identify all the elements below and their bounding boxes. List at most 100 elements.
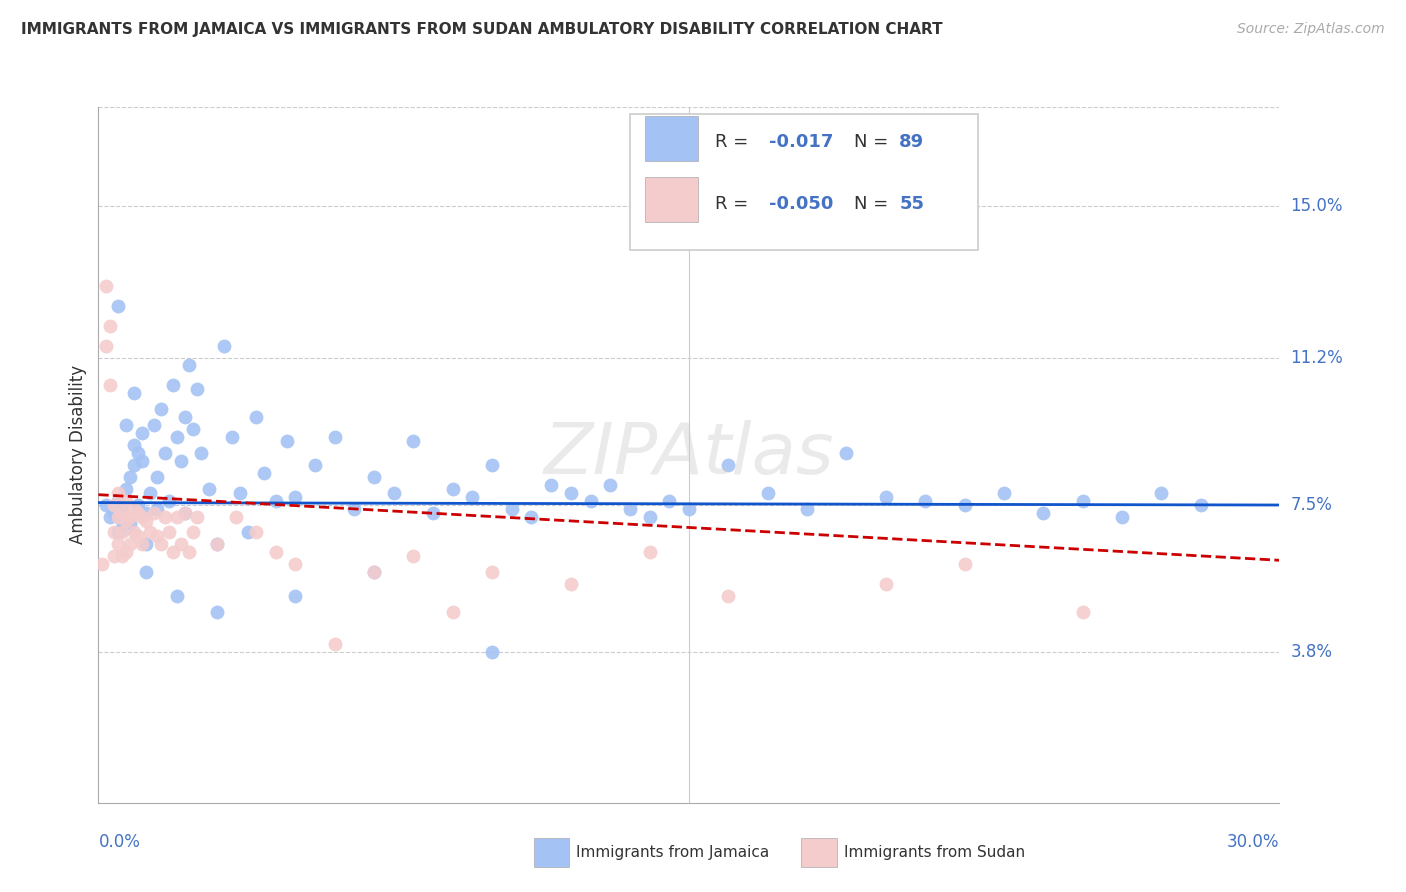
- Point: [953, 558, 976, 572]
- Point: [284, 490, 307, 504]
- Point: [599, 477, 621, 491]
- Text: N =: N =: [855, 133, 894, 151]
- Point: [402, 549, 425, 564]
- Point: [481, 645, 503, 659]
- Point: [135, 506, 157, 520]
- Point: [98, 378, 121, 392]
- Point: [323, 637, 346, 651]
- Point: [138, 485, 160, 500]
- Point: [166, 589, 188, 603]
- FancyBboxPatch shape: [645, 116, 699, 161]
- Point: [166, 430, 188, 444]
- Point: [122, 386, 145, 401]
- Point: [1111, 509, 1133, 524]
- Point: [177, 545, 200, 559]
- Point: [122, 525, 145, 540]
- Point: [103, 549, 125, 564]
- Point: [103, 525, 125, 540]
- Point: [96, 338, 118, 352]
- Point: [363, 565, 385, 579]
- Point: [284, 589, 307, 603]
- Point: [953, 498, 976, 512]
- Point: [560, 577, 582, 591]
- Point: [103, 498, 125, 512]
- Point: [115, 493, 138, 508]
- Point: [107, 525, 129, 540]
- Point: [118, 509, 141, 524]
- Point: [174, 506, 197, 520]
- Text: 11.2%: 11.2%: [1291, 349, 1343, 367]
- Point: [155, 446, 177, 460]
- Point: [276, 434, 298, 448]
- Point: [229, 485, 252, 500]
- Point: [91, 558, 114, 572]
- Point: [245, 525, 267, 540]
- Point: [441, 605, 464, 619]
- Point: [540, 477, 562, 491]
- Y-axis label: Ambulatory Disability: Ambulatory Disability: [69, 366, 87, 544]
- Point: [150, 537, 173, 551]
- Point: [135, 514, 157, 528]
- Point: [1071, 605, 1094, 619]
- Text: ZIPAtlas: ZIPAtlas: [544, 420, 834, 490]
- Point: [118, 537, 141, 551]
- Point: [579, 493, 602, 508]
- Point: [138, 525, 160, 540]
- Point: [221, 430, 243, 444]
- Point: [146, 529, 169, 543]
- Point: [481, 458, 503, 472]
- Point: [107, 299, 129, 313]
- Point: [157, 493, 180, 508]
- Text: 30.0%: 30.0%: [1227, 833, 1279, 851]
- Point: [186, 382, 208, 396]
- Point: [115, 545, 138, 559]
- Point: [245, 410, 267, 425]
- Point: [111, 506, 134, 520]
- Point: [1150, 485, 1173, 500]
- Point: [181, 422, 204, 436]
- Point: [197, 482, 219, 496]
- Point: [155, 509, 177, 524]
- Point: [363, 470, 385, 484]
- Point: [501, 501, 523, 516]
- Point: [214, 338, 236, 352]
- Point: [135, 537, 157, 551]
- Point: [638, 509, 661, 524]
- Point: [205, 537, 228, 551]
- Text: -0.017: -0.017: [769, 133, 834, 151]
- Point: [205, 537, 228, 551]
- Point: [170, 537, 193, 551]
- Point: [146, 501, 169, 516]
- Point: [150, 402, 173, 417]
- Point: [96, 498, 118, 512]
- Text: 7.5%: 7.5%: [1291, 496, 1333, 514]
- Point: [131, 537, 153, 551]
- Point: [253, 466, 276, 480]
- Point: [127, 446, 149, 460]
- Point: [186, 509, 208, 524]
- Point: [190, 446, 212, 460]
- Point: [1032, 506, 1054, 520]
- Point: [107, 509, 129, 524]
- Point: [481, 565, 503, 579]
- Point: [323, 430, 346, 444]
- Point: [146, 470, 169, 484]
- Point: [98, 509, 121, 524]
- Text: 89: 89: [900, 133, 924, 151]
- Point: [122, 501, 145, 516]
- Point: [174, 506, 197, 520]
- Point: [658, 493, 681, 508]
- Point: [560, 485, 582, 500]
- Point: [284, 558, 307, 572]
- Text: R =: R =: [714, 133, 754, 151]
- Point: [157, 525, 180, 540]
- Point: [98, 318, 121, 333]
- Point: [107, 485, 129, 500]
- Text: R =: R =: [714, 195, 754, 213]
- Point: [107, 493, 129, 508]
- Point: [875, 490, 897, 504]
- Point: [264, 545, 287, 559]
- Point: [461, 490, 484, 504]
- Point: [122, 458, 145, 472]
- Point: [363, 565, 385, 579]
